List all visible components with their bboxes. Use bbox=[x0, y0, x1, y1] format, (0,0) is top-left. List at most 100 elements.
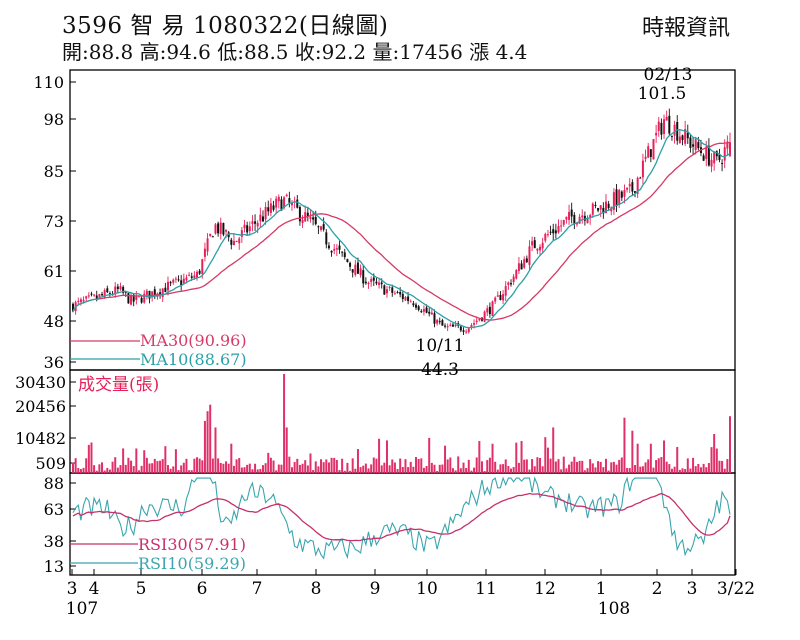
volume-bar bbox=[525, 459, 528, 473]
volume-y-tick-label: 20456 bbox=[15, 397, 66, 416]
candle bbox=[597, 207, 600, 213]
volume-bar bbox=[573, 456, 576, 473]
candle bbox=[549, 225, 552, 236]
volume-bar bbox=[586, 468, 589, 473]
candle bbox=[145, 288, 148, 300]
volume-bar bbox=[401, 466, 404, 473]
volume-bar bbox=[465, 468, 468, 473]
candle bbox=[85, 295, 88, 302]
volume-bar bbox=[291, 467, 293, 473]
volume-bar bbox=[188, 470, 191, 473]
volume-bar bbox=[193, 458, 196, 473]
volume-bar bbox=[367, 468, 370, 473]
volume-bar bbox=[182, 462, 185, 473]
candle bbox=[589, 213, 592, 225]
volume-bar bbox=[692, 457, 695, 473]
volume-bar bbox=[283, 374, 286, 473]
volume-bar bbox=[317, 466, 320, 473]
candle bbox=[93, 293, 96, 297]
candle bbox=[554, 223, 557, 239]
candle bbox=[713, 150, 716, 171]
candle bbox=[420, 309, 423, 313]
volume-bar bbox=[285, 427, 288, 473]
candle bbox=[602, 202, 605, 219]
volume-bar bbox=[689, 468, 692, 473]
candle bbox=[494, 296, 497, 305]
volume-bar bbox=[256, 469, 259, 473]
volume-bar bbox=[325, 459, 328, 473]
candle bbox=[470, 323, 473, 330]
volume-bar bbox=[436, 471, 439, 473]
rsi-y-axis: 88 63 38 13 bbox=[44, 474, 76, 576]
volume-bar bbox=[425, 465, 428, 473]
candle bbox=[127, 292, 130, 304]
volume-bar bbox=[488, 457, 491, 473]
volume-bar bbox=[106, 467, 109, 473]
candle bbox=[275, 195, 278, 213]
peak-value-label: 101.5 bbox=[638, 84, 687, 104]
candlestick-series bbox=[72, 108, 731, 336]
volume-bar bbox=[375, 458, 378, 473]
candle bbox=[116, 283, 119, 293]
volume-bar bbox=[604, 458, 607, 473]
volume-bar bbox=[713, 433, 716, 473]
volume-bar bbox=[261, 465, 264, 473]
candle bbox=[314, 210, 317, 226]
candle bbox=[628, 178, 631, 194]
candle bbox=[507, 281, 510, 290]
rsi-y-tick-label: 88 bbox=[44, 474, 64, 493]
volume-bar bbox=[243, 467, 246, 473]
x-tick-label: 2 bbox=[652, 579, 663, 599]
volume-bar bbox=[451, 468, 454, 473]
volume-bar bbox=[715, 448, 718, 473]
volume-bar bbox=[433, 464, 436, 473]
volume-bar bbox=[412, 466, 415, 473]
volume-bar bbox=[111, 461, 114, 473]
volume-bar bbox=[702, 463, 705, 473]
candle bbox=[694, 136, 697, 155]
volume-bar bbox=[589, 459, 592, 473]
candle bbox=[130, 291, 133, 306]
candle bbox=[562, 219, 565, 227]
volume-bar bbox=[729, 416, 731, 473]
volume-bar bbox=[304, 460, 307, 473]
candle bbox=[108, 291, 111, 297]
candle bbox=[729, 132, 731, 157]
candle bbox=[182, 273, 185, 285]
ma30-legend-label: MA30(90.96) bbox=[140, 331, 247, 350]
candle bbox=[349, 261, 352, 271]
rsi10-legend-label: RSI10(59.29) bbox=[138, 554, 246, 573]
price-y-tick-label: 73 bbox=[44, 212, 64, 231]
volume-bar bbox=[591, 463, 594, 473]
x-tick-label: 3 bbox=[687, 579, 698, 599]
candle bbox=[320, 225, 323, 232]
volume-bar bbox=[219, 463, 222, 473]
candle bbox=[620, 190, 623, 201]
candle bbox=[153, 286, 156, 300]
candle bbox=[174, 276, 177, 283]
volume-panel-title: 成交量(張) bbox=[78, 375, 159, 395]
volume-bar bbox=[240, 467, 243, 473]
candle bbox=[604, 194, 607, 214]
candle bbox=[510, 279, 512, 287]
candle bbox=[531, 236, 534, 252]
volume-bar bbox=[254, 463, 257, 473]
candle bbox=[449, 322, 452, 327]
volume-bar bbox=[552, 427, 555, 473]
candle bbox=[122, 285, 125, 295]
volume-bar bbox=[185, 458, 188, 473]
volume-bar bbox=[370, 464, 373, 473]
candle bbox=[254, 214, 257, 231]
candle bbox=[341, 251, 344, 257]
candle bbox=[533, 236, 536, 249]
volume-bar bbox=[217, 458, 220, 473]
price-y-tick-label: 85 bbox=[44, 162, 64, 181]
candle bbox=[277, 194, 280, 209]
volume-bar bbox=[232, 465, 235, 473]
x-tick-label: 6 bbox=[197, 579, 208, 599]
candle bbox=[180, 274, 183, 291]
candle bbox=[383, 284, 386, 295]
candle bbox=[90, 291, 93, 297]
candle bbox=[230, 237, 233, 250]
volume-bar bbox=[444, 445, 447, 473]
